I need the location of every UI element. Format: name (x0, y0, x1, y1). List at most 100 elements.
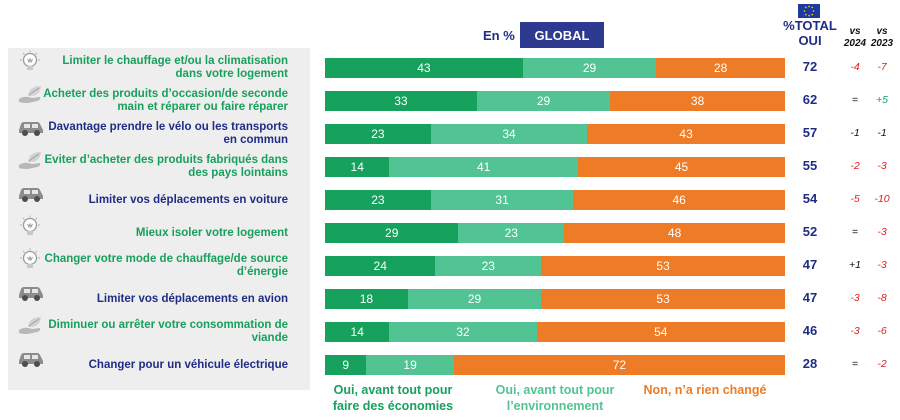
total-oui-header: %TOTAL OUI (780, 18, 840, 48)
vs-2024-header: vs 2024 (838, 26, 872, 50)
bar-segment-environnement: 23 (458, 223, 565, 243)
legend-environnement-line1: Oui, avant tout pour (495, 383, 615, 397)
vs-2024-header-line1: vs (849, 26, 861, 37)
bar-segment-environnement: 41 (389, 157, 578, 177)
total-oui-value: 28 (802, 356, 818, 371)
legend-non-label: Non, n’a rien changé (643, 383, 767, 397)
bar-segment-non: 45 (578, 157, 785, 177)
total-oui-value: 62 (802, 92, 818, 107)
bar-segment-non: 38 (610, 91, 785, 111)
vs-2024-value: -1 (850, 127, 860, 139)
total-oui-header-line1: %TOTAL (783, 18, 837, 33)
bar-segment-economies: 43 (325, 58, 523, 78)
total-oui-header-line2: OUI (798, 33, 822, 48)
legend-economies-line2: faire des économies (332, 399, 454, 413)
legend-economies: Oui, avant tout pour faire des économies (318, 382, 468, 414)
total-oui-value: 55 (802, 158, 818, 173)
bar-segment-economies: 9 (325, 355, 367, 375)
car-icon (16, 116, 44, 138)
bar-segment-environnement: 29 (407, 289, 542, 309)
car-icon (16, 281, 44, 303)
category-label: Diminuer ou arrêter votre consommation d… (48, 319, 288, 344)
vs-2023-value: -10 (874, 193, 890, 205)
total-oui-value: 57 (802, 125, 818, 140)
segment-badge: GLOBAL (520, 22, 604, 48)
vs-2023-header-line2: 2023 (870, 38, 894, 49)
bar-segment-economies: 14 (325, 157, 390, 177)
total-oui-value: 54 (802, 191, 818, 206)
leaf-hand-icon (16, 314, 44, 336)
category-label: Limiter vos déplacements en avion (96, 292, 288, 305)
bar-segment-non: 43 (587, 124, 785, 144)
bar-segment-environnement: 31 (430, 190, 574, 210)
car-icon (16, 182, 44, 204)
car-icon (16, 347, 44, 369)
bar-segment-environnement: 34 (430, 124, 588, 144)
leaf-hand-icon (16, 149, 44, 171)
vs-2024-value: -2 (850, 160, 860, 172)
vs-2024-header-line2: 2024 (843, 38, 867, 49)
bar-segment-non: 48 (564, 223, 785, 243)
bar-segment-economies: 33 (325, 91, 477, 111)
legend-environnement: Oui, avant tout pour l’environnement (480, 382, 630, 414)
bar-segment-economies: 14 (325, 322, 390, 342)
vs-2024-value: = (851, 226, 859, 238)
bar-segment-economies: 24 (325, 256, 436, 276)
total-oui-value: 46 (802, 323, 818, 338)
bar-segment-economies: 23 (325, 124, 431, 144)
lightbulb-icon (16, 215, 44, 237)
category-label: Eviter d’acheter des produits fabriqués … (44, 154, 288, 179)
bar-segment-economies: 23 (325, 190, 431, 210)
category-label: Mieux isoler votre logement (135, 226, 288, 239)
bar-segment-non: 46 (573, 190, 785, 210)
category-label-panel (8, 48, 310, 390)
leaf-hand-icon (16, 83, 44, 105)
lightbulb-icon (16, 50, 44, 72)
legend-economies-line1: Oui, avant tout pour (333, 383, 453, 397)
vs-2024-value: -3 (850, 325, 860, 337)
total-oui-value: 72 (802, 59, 818, 74)
legend-non: Non, n’a rien changé (625, 382, 785, 398)
category-label: Changer pour un véhicule électrique (88, 358, 288, 371)
bar-segment-non: 28 (656, 58, 785, 78)
category-label: Acheter des produits d’occasion/de secon… (43, 88, 288, 113)
bar-segment-environnement: 32 (389, 322, 537, 342)
vs-2023-value: -7 (877, 61, 887, 73)
bar-segment-non: 53 (541, 256, 785, 276)
total-oui-value: 52 (802, 224, 818, 239)
bar-segment-environnement: 23 (435, 256, 542, 276)
vs-2023-value: -8 (877, 292, 887, 304)
vs-2023-value: -3 (877, 259, 887, 271)
eu-flag-icon (798, 4, 820, 18)
bar-segment-economies: 18 (325, 289, 408, 309)
bar-segment-economies: 29 (325, 223, 459, 243)
bar-segment-non: 54 (536, 322, 785, 342)
vs-2023-value: -3 (877, 226, 887, 238)
bar-segment-environnement: 29 (476, 91, 611, 111)
bar-segment-non: 72 (453, 355, 785, 375)
vs-2024-value: -3 (850, 292, 860, 304)
vs-2023-value: -3 (877, 160, 887, 172)
total-oui-value: 47 (802, 290, 818, 305)
bar-segment-environnement: 19 (366, 355, 454, 375)
total-oui-value: 47 (802, 257, 818, 272)
category-label: Davantage prendre le vélo ou les transpo… (48, 121, 288, 146)
vs-2024-value: -4 (850, 61, 860, 73)
vs-2023-header: vs 2023 (865, 26, 899, 50)
vs-2023-value: -6 (877, 325, 887, 337)
vs-2023-header-line1: vs (876, 26, 888, 37)
vs-2024-value: = (851, 94, 859, 106)
bar-segment-non: 53 (541, 289, 785, 309)
vs-2023-value: -2 (877, 358, 887, 370)
vs-2023-value: +5 (876, 94, 888, 106)
category-label: Limiter le chauffage et/ou la climatisat… (62, 55, 288, 80)
unit-label: En % (483, 28, 515, 43)
category-label: Changer votre mode de chauffage/de sourc… (44, 253, 288, 278)
vs-2024-value: = (851, 358, 859, 370)
lightbulb-icon (16, 248, 44, 270)
category-label: Limiter vos déplacements en voiture (88, 193, 288, 206)
vs-2024-value: -5 (850, 193, 860, 205)
vs-2024-value: +1 (849, 259, 861, 271)
legend-environnement-line2: l’environnement (506, 399, 604, 413)
bar-segment-environnement: 29 (522, 58, 657, 78)
